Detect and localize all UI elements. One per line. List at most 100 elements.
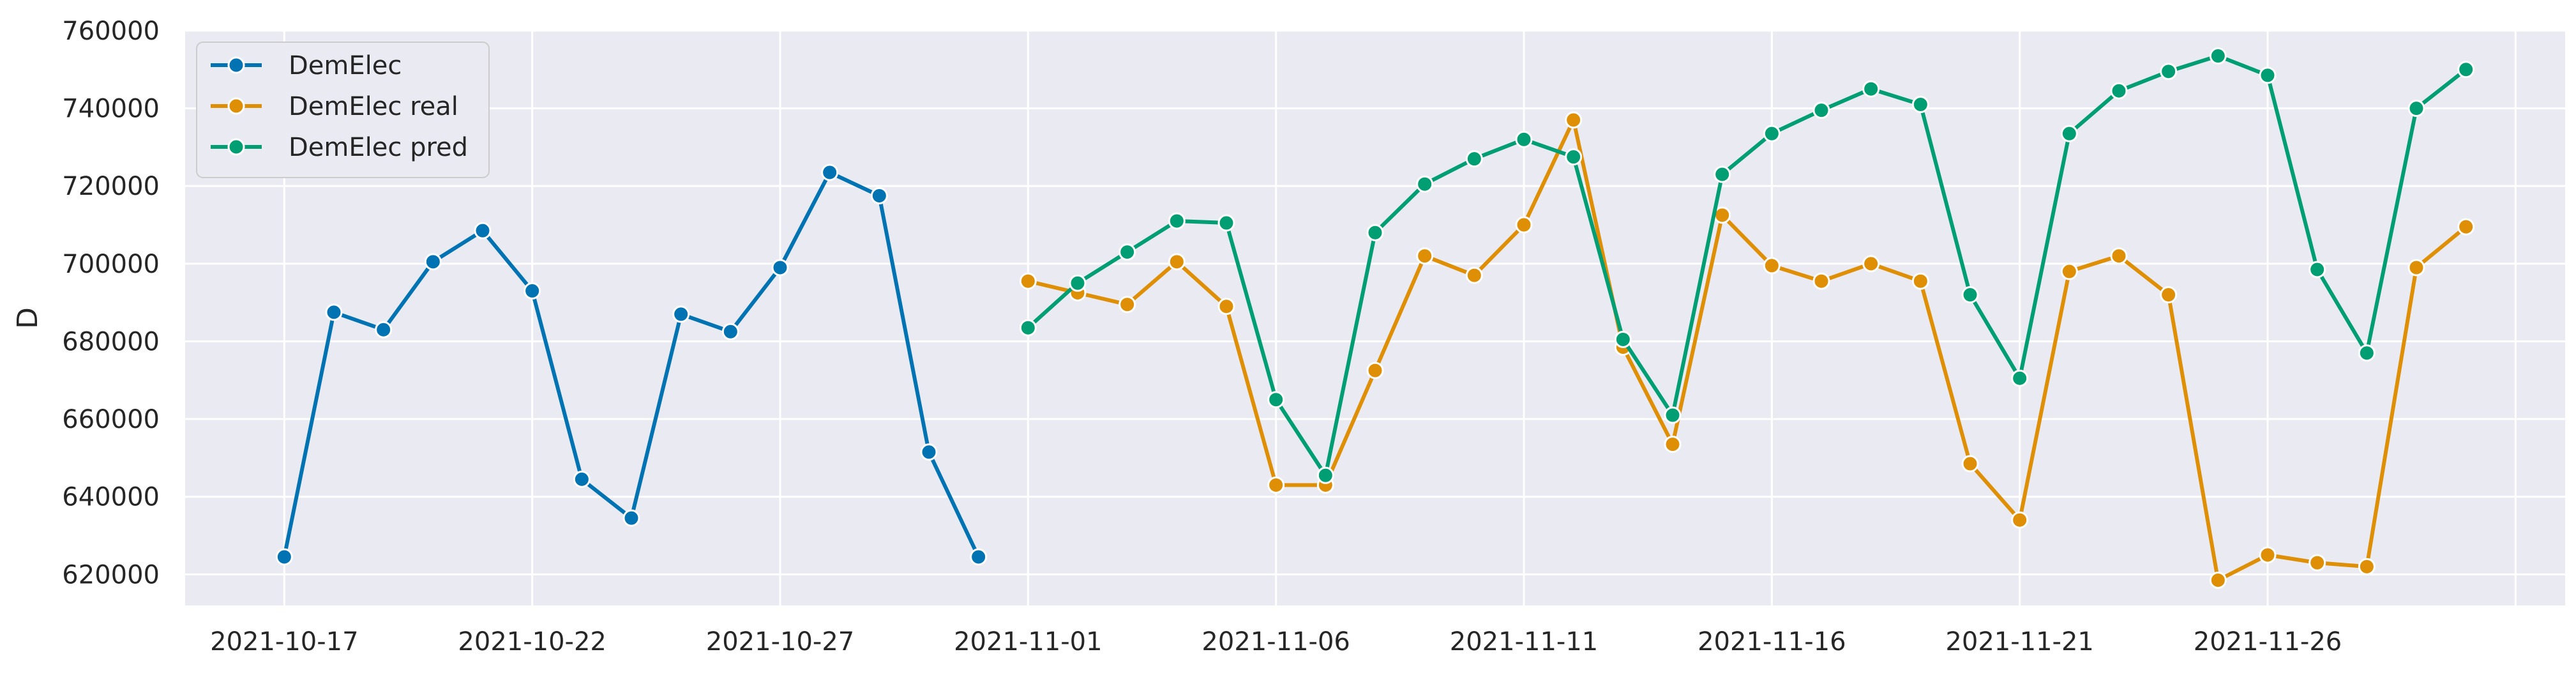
data-point <box>1119 296 1136 314</box>
data-point <box>2110 82 2128 100</box>
data-point <box>1069 274 1087 292</box>
data-point <box>1614 330 1632 348</box>
data-point <box>2407 100 2425 118</box>
legend-marker <box>227 56 245 74</box>
data-point <box>1019 272 1037 290</box>
x-tick-label: 2021-11-01 <box>954 627 1102 657</box>
data-point <box>2209 47 2227 65</box>
data-point <box>1019 319 1037 337</box>
y-tick-label: 740000 <box>62 95 160 124</box>
data-point <box>2110 247 2128 265</box>
legend-item: DemElec <box>211 51 402 80</box>
legend-label: DemElec <box>289 51 402 80</box>
data-point <box>1465 266 1483 284</box>
data-point <box>1664 406 1682 424</box>
data-point <box>2011 511 2029 529</box>
x-tick-label: 2021-11-06 <box>1201 627 1350 657</box>
data-point <box>2309 261 2326 278</box>
data-point <box>1416 247 1434 265</box>
x-tick-label: 2021-11-21 <box>1945 627 2093 657</box>
data-point <box>1168 212 1186 230</box>
y-tick-labels: 620000 640000 660000 680000 700000 720000 7400… <box>62 17 160 590</box>
series-group <box>275 164 988 566</box>
y-tick-label: 720000 <box>62 172 160 201</box>
data-point <box>2011 369 2029 387</box>
data-point <box>1812 272 1830 290</box>
x-tick-label: 2021-11-11 <box>1450 627 1598 657</box>
legend-marker <box>227 97 245 115</box>
data-point <box>2358 344 2376 362</box>
x-tick-labels: 2021-10-17 2021-10-22 2021-10-27 2021-11-01… <box>210 627 2342 657</box>
data-point <box>1961 455 1979 473</box>
data-point <box>672 305 690 323</box>
data-point <box>2259 546 2277 564</box>
data-point <box>1316 466 1334 484</box>
data-point <box>1763 257 1781 275</box>
data-point <box>1515 130 1533 148</box>
y-tick-label: 660000 <box>62 405 160 434</box>
x-tick-label: 2021-10-27 <box>706 627 854 657</box>
data-point <box>1763 125 1781 142</box>
x-tick-label: 2021-11-26 <box>2194 627 2342 657</box>
data-point <box>573 470 591 488</box>
data-point <box>1267 391 1285 409</box>
plot-background <box>185 31 2565 605</box>
x-tick-label: 2021-10-17 <box>210 627 358 657</box>
series-line <box>1027 118 2467 582</box>
data-point <box>2060 125 2078 142</box>
data-point <box>1366 361 1384 379</box>
x-tick-label: 2021-11-16 <box>1698 627 1846 657</box>
legend-label: DemElec pred <box>289 133 468 162</box>
legend-item: DemElec pred <box>211 133 468 162</box>
data-point <box>1565 148 1583 166</box>
data-point <box>2457 61 2475 79</box>
data-point <box>870 186 888 204</box>
data-point <box>474 222 492 240</box>
data-point <box>721 323 739 340</box>
data-point <box>1119 243 1136 261</box>
series-group <box>1019 47 2475 484</box>
series-line <box>1027 54 2467 478</box>
data-point <box>2259 66 2277 84</box>
data-point <box>2060 262 2078 280</box>
legend: DemElec DemElec real DemElec pred <box>196 42 490 178</box>
data-point <box>1961 286 1979 304</box>
data-point <box>1911 96 1929 114</box>
data-point <box>1267 476 1285 494</box>
x-tick-label: 2021-10-22 <box>458 627 606 657</box>
data-point <box>821 164 839 181</box>
legend-item: DemElec real <box>211 92 458 121</box>
series-lines <box>275 47 2475 589</box>
data-point <box>2160 63 2178 80</box>
data-point <box>1862 80 1880 98</box>
data-point <box>970 548 988 566</box>
data-point <box>1217 298 1235 316</box>
data-point <box>1168 253 1186 271</box>
y-axis-label: D <box>11 307 44 329</box>
data-point <box>2209 571 2227 589</box>
y-tick-label: 760000 <box>62 17 160 46</box>
data-point <box>1515 216 1533 234</box>
y-tick-label: 680000 <box>62 327 160 356</box>
data-point <box>1416 175 1434 193</box>
data-point <box>2309 554 2326 572</box>
data-point <box>1911 272 1929 290</box>
data-point <box>325 303 343 321</box>
data-point <box>1366 224 1384 241</box>
legend-box <box>196 42 490 178</box>
data-point <box>1714 165 1731 183</box>
series-group <box>1019 111 2475 589</box>
legend-marker <box>227 138 245 156</box>
y-tick-label: 700000 <box>62 250 160 279</box>
data-point <box>2457 218 2475 236</box>
legend-label: DemElec real <box>289 92 458 121</box>
data-point <box>1465 150 1483 168</box>
data-point <box>375 321 393 338</box>
y-tick-label: 620000 <box>62 560 160 590</box>
data-point <box>1565 111 1583 129</box>
data-point <box>622 509 640 527</box>
data-point <box>1812 102 1830 119</box>
data-point <box>1664 436 1682 453</box>
